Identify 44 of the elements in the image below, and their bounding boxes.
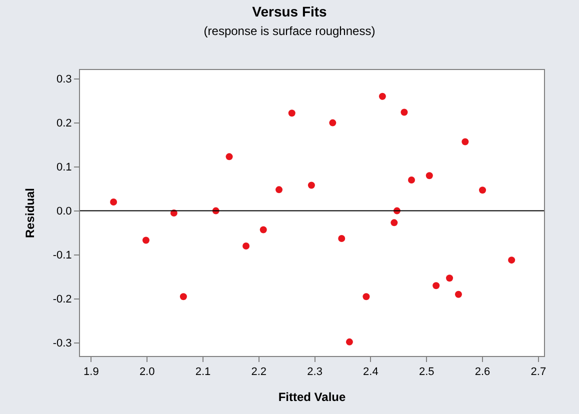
point [462, 138, 469, 146]
y-tick-label: 0.3 [56, 74, 72, 86]
point [110, 198, 118, 206]
y-tick-label: -0.1 [52, 250, 72, 262]
y-tick-label: 0.0 [56, 206, 72, 218]
x-tick-label: 2.3 [307, 366, 322, 378]
point [454, 290, 462, 298]
x-tick-label: 2.5 [418, 366, 434, 378]
y-axis-title: Residual [23, 188, 38, 238]
chart-subtitle: (response is surface roughness) [204, 24, 376, 38]
point [426, 172, 433, 180]
point [446, 274, 454, 282]
point [142, 236, 150, 244]
chart-title: Versus Fits [252, 4, 328, 20]
y-tick-label: 0.2 [56, 118, 72, 130]
point [378, 92, 386, 100]
point [508, 256, 516, 264]
x-tick-label: 2.2 [251, 366, 267, 378]
y-tick-label: -0.2 [52, 294, 72, 306]
point [390, 219, 398, 226]
y-tick-label: -0.3 [52, 338, 72, 350]
x-tick-label: 2.0 [139, 366, 155, 378]
point [400, 108, 408, 116]
point [276, 186, 283, 194]
x-axis-title: Fitted Value [278, 390, 346, 404]
point [346, 338, 353, 346]
point [479, 186, 486, 194]
x-tick-label: 2.7 [530, 366, 546, 378]
point [308, 182, 315, 189]
point [338, 235, 346, 242]
x-tick-label: 2.4 [363, 366, 378, 378]
x-tick-label: 1.9 [84, 366, 99, 378]
point [408, 176, 416, 184]
point [242, 242, 250, 250]
x-tick-label: 2.6 [474, 366, 490, 378]
point [226, 153, 233, 160]
x-tick-label: 2.1 [195, 366, 211, 378]
point [362, 293, 370, 300]
point [180, 293, 187, 300]
y-tick-label: 0.1 [56, 162, 72, 174]
point [288, 110, 296, 117]
point [260, 226, 267, 234]
point [432, 282, 440, 290]
point [329, 119, 336, 126]
